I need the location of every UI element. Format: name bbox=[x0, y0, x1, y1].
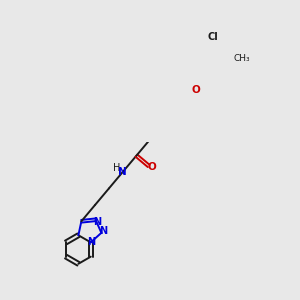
Text: O: O bbox=[191, 85, 200, 94]
Text: N: N bbox=[87, 237, 95, 248]
Text: N: N bbox=[99, 226, 107, 236]
Text: Cl: Cl bbox=[207, 32, 218, 42]
Text: H: H bbox=[113, 164, 121, 173]
Text: O: O bbox=[148, 162, 156, 172]
Text: N: N bbox=[93, 217, 101, 227]
Text: CH₃: CH₃ bbox=[234, 53, 250, 62]
Text: N: N bbox=[118, 167, 127, 177]
